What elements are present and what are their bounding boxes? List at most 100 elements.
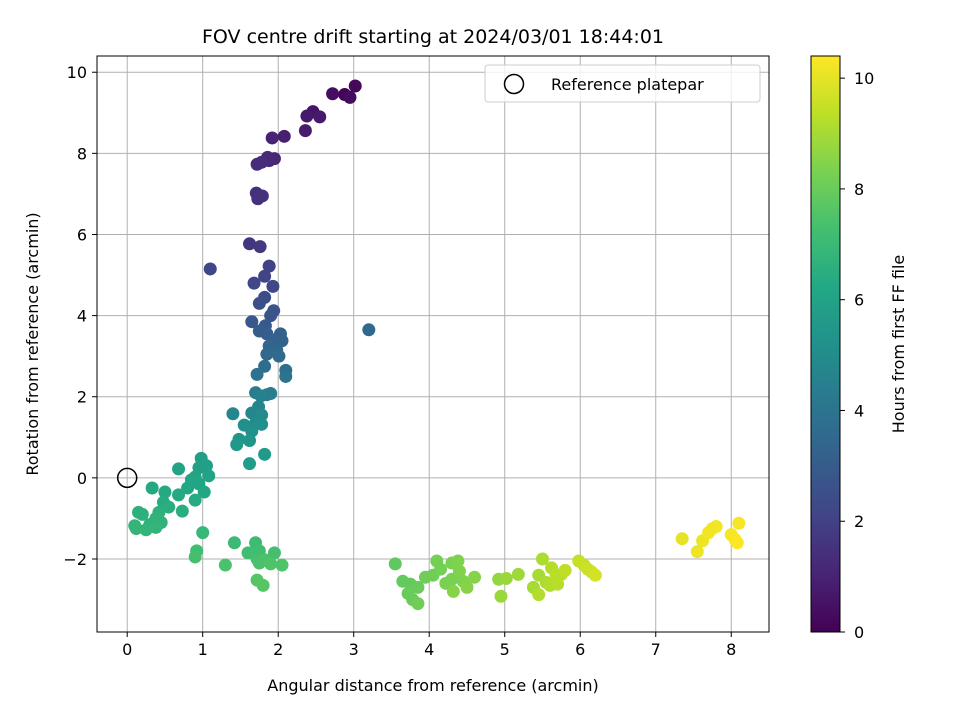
data-point bbox=[494, 589, 508, 603]
colorbar-tick-label: 2 bbox=[854, 512, 864, 531]
colorbar-ticks: 0 2 4 6 8 10 bbox=[840, 69, 874, 642]
data-point bbox=[196, 526, 210, 540]
y-tick-label: −2 bbox=[63, 550, 87, 569]
x-tick-label: 5 bbox=[500, 640, 510, 659]
data-point bbox=[411, 597, 425, 611]
data-point bbox=[247, 276, 261, 290]
chart-title: FOV centre drift starting at 2024/03/01 … bbox=[202, 26, 664, 48]
data-point bbox=[255, 417, 269, 431]
data-point bbox=[388, 557, 402, 571]
data-point bbox=[245, 406, 259, 420]
data-point bbox=[468, 570, 482, 584]
data-point bbox=[251, 192, 265, 206]
data-point bbox=[709, 520, 723, 534]
data-point bbox=[265, 131, 279, 145]
data-point bbox=[172, 488, 186, 502]
data-point bbox=[258, 447, 272, 461]
x-tick-label: 3 bbox=[349, 640, 359, 659]
data-point bbox=[298, 124, 312, 138]
data-point bbox=[264, 386, 278, 400]
data-point bbox=[275, 558, 289, 572]
data-point bbox=[197, 485, 211, 499]
colorbar-gradient bbox=[810, 55, 841, 633]
data-point bbox=[535, 552, 549, 566]
data-point bbox=[128, 519, 142, 533]
data-point bbox=[250, 367, 264, 381]
data-point bbox=[732, 516, 746, 530]
y-tick-label: 6 bbox=[77, 225, 87, 244]
data-point bbox=[730, 536, 744, 550]
x-tick-label: 2 bbox=[273, 640, 283, 659]
y-axis-ticks: −2 0 2 4 6 8 10 bbox=[63, 63, 97, 569]
data-point bbox=[250, 157, 264, 171]
data-point bbox=[226, 407, 240, 421]
data-point bbox=[149, 520, 163, 534]
data-point bbox=[452, 564, 466, 578]
data-point bbox=[558, 563, 572, 577]
colorbar-tick-label: 0 bbox=[854, 623, 864, 642]
data-point bbox=[551, 577, 565, 591]
colorbar-tick-label: 4 bbox=[854, 401, 864, 420]
data-point bbox=[202, 469, 216, 483]
data-point bbox=[188, 493, 202, 507]
data-point bbox=[145, 481, 159, 495]
y-tick-label: 10 bbox=[67, 63, 87, 82]
y-tick-label: 4 bbox=[77, 307, 87, 326]
x-tick-label: 8 bbox=[726, 640, 736, 659]
data-point bbox=[135, 507, 149, 521]
data-point bbox=[532, 588, 546, 602]
y-tick-label: 8 bbox=[77, 144, 87, 163]
data-point bbox=[252, 296, 266, 310]
data-point bbox=[326, 87, 340, 101]
x-axis-label: Angular distance from reference (arcmin) bbox=[267, 676, 598, 695]
data-point bbox=[264, 309, 278, 323]
data-point bbox=[588, 568, 602, 582]
x-tick-label: 1 bbox=[198, 640, 208, 659]
data-point bbox=[243, 434, 257, 448]
data-point bbox=[172, 462, 186, 476]
reference-platepar-marker bbox=[116, 467, 138, 489]
data-point bbox=[253, 240, 267, 254]
data-point bbox=[313, 110, 327, 124]
y-tick-label: 2 bbox=[77, 388, 87, 407]
data-point bbox=[254, 389, 268, 403]
data-point bbox=[245, 315, 259, 329]
data-point bbox=[690, 545, 704, 559]
data-point bbox=[258, 269, 272, 283]
data-point bbox=[511, 567, 525, 581]
data-point bbox=[279, 369, 293, 383]
data-point bbox=[188, 550, 202, 564]
data-point bbox=[218, 558, 232, 572]
data-point bbox=[411, 580, 425, 594]
y-tick-label: 0 bbox=[77, 469, 87, 488]
data-point bbox=[460, 580, 474, 594]
data-point bbox=[139, 523, 153, 537]
colorbar-label: Hours from first FF file bbox=[889, 255, 908, 434]
colorbar-tick-label: 8 bbox=[854, 180, 864, 199]
x-tick-label: 6 bbox=[575, 640, 585, 659]
scatter-points bbox=[128, 79, 746, 611]
legend-box bbox=[484, 64, 761, 103]
colorbar-tick-label: 6 bbox=[854, 291, 864, 310]
data-point bbox=[243, 457, 257, 471]
data-point bbox=[260, 347, 274, 361]
x-tick-label: 4 bbox=[424, 640, 434, 659]
data-point bbox=[272, 349, 286, 363]
colorbar-tick-label: 10 bbox=[854, 69, 874, 88]
data-point bbox=[203, 262, 217, 276]
x-tick-label: 7 bbox=[651, 640, 661, 659]
data-point bbox=[175, 504, 189, 518]
legend: Reference platepar bbox=[484, 64, 761, 103]
x-gridlines bbox=[126, 56, 732, 632]
data-point bbox=[343, 90, 357, 104]
data-point bbox=[348, 79, 362, 93]
data-point bbox=[230, 438, 244, 452]
data-point bbox=[227, 536, 241, 550]
x-axis-ticks: 0 1 2 3 4 5 6 7 8 bbox=[122, 632, 736, 659]
data-point bbox=[499, 571, 513, 585]
data-point bbox=[158, 485, 172, 499]
plot-frame bbox=[96, 55, 770, 633]
data-point bbox=[262, 259, 276, 273]
data-point bbox=[181, 481, 195, 495]
